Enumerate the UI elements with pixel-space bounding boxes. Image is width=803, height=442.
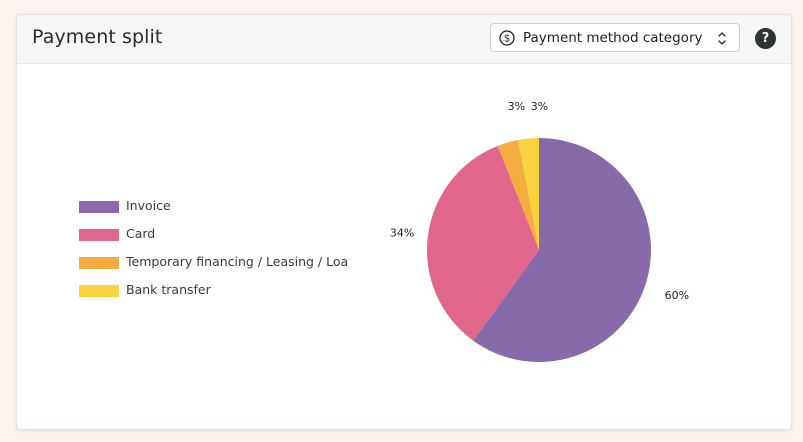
legend-swatch [79, 229, 119, 241]
pie-data-label: 3% [508, 100, 525, 113]
card-title: Payment split [32, 26, 163, 48]
pie-slice-invoice[interactable] [473, 138, 652, 363]
pie-data-label: 3% [531, 100, 548, 113]
select-label: Payment method category [523, 30, 703, 46]
dollar-circle-icon: $ [499, 30, 515, 46]
pie-data-label: 60% [665, 289, 689, 302]
legend-swatch [79, 257, 119, 269]
pie-data-label: 34% [390, 227, 414, 240]
legend-label: Card [126, 226, 156, 241]
pie-slice-bank-transfer[interactable] [518, 138, 539, 250]
help-icon[interactable]: ? [755, 28, 776, 49]
legend-swatch [79, 285, 119, 297]
pie-slice-card[interactable] [427, 145, 539, 341]
svg-text:$: $ [504, 34, 510, 45]
legend-label: Invoice [126, 198, 171, 213]
card-header: Payment split $ Payment method category … [17, 15, 791, 64]
pie-chart: 60% 34% 3% 3% [390, 100, 689, 363]
legend-label: Bank transfer [126, 282, 211, 297]
legend-swatch [79, 201, 119, 213]
pie-slice-temporary-financing[interactable] [497, 139, 539, 250]
payment-method-category-select[interactable]: $ Payment method category [490, 23, 740, 52]
legend-label: Temporary financing / Leasing / Loa [126, 254, 349, 269]
chevron-up-down-icon [718, 32, 726, 45]
payment-split-card: Payment split $ Payment method category … [16, 14, 792, 430]
